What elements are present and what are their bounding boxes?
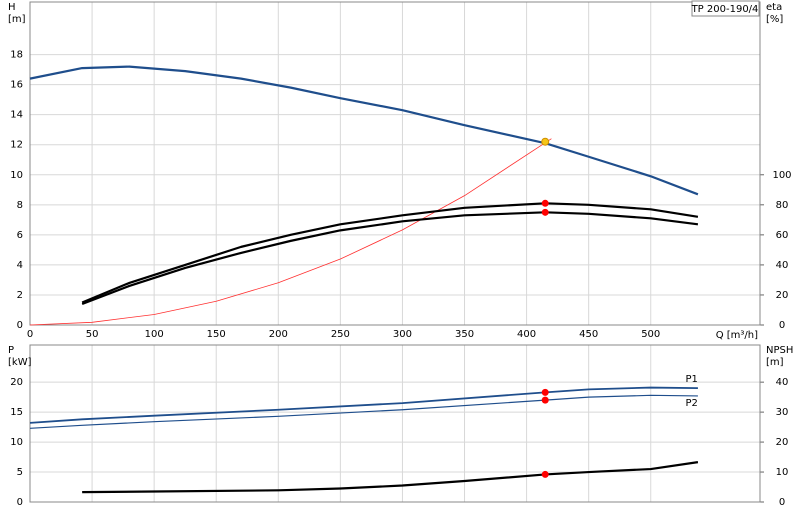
series-line: [29, 65, 699, 196]
x-tick-label: 300: [393, 329, 412, 340]
y2-tick-label: 10: [776, 467, 789, 478]
y2-tick-label: 40: [776, 377, 789, 388]
x-tick-label: 500: [641, 329, 660, 340]
x-tick-label: 200: [269, 329, 288, 340]
operating-point: [541, 388, 549, 396]
series-line: [29, 386, 698, 424]
y2-tick-label: 30: [776, 407, 789, 418]
plot-frame: [29, 344, 761, 503]
series-line: [29, 138, 552, 326]
series-label: P1: [686, 374, 698, 385]
y2-tick-label: 40: [776, 260, 789, 271]
y-tick-label: 0: [17, 497, 23, 508]
y-axis-label: H: [8, 2, 16, 13]
y2-axis-label: eta: [766, 2, 782, 13]
x-tick-label: 50: [86, 329, 99, 340]
y-tick-label: 20: [10, 377, 23, 388]
y2-tick-label: 0: [779, 320, 785, 331]
series-line: [82, 461, 699, 494]
y-tick-label: 16: [10, 80, 23, 91]
y-axis-label: P: [8, 345, 14, 356]
y2-axis-unit: [m]: [766, 357, 784, 368]
y2-tick-label: 0: [779, 497, 785, 508]
y2-tick-label: 20: [776, 290, 789, 301]
y2-tick-label: 100: [772, 170, 791, 181]
series-label: P2: [686, 398, 698, 409]
x-tick-label: 100: [145, 329, 164, 340]
x-tick-label: 350: [455, 329, 474, 340]
x-tick-label: 400: [517, 329, 536, 340]
y-axis-unit: [kW]: [8, 357, 32, 368]
series-line: [81, 211, 699, 305]
y2-tick-label: 60: [776, 230, 789, 241]
y-axis-unit: [m]: [8, 14, 26, 25]
y2-tick-label: 20: [776, 437, 789, 448]
operating-point: [541, 137, 550, 146]
plot-frame: [29, 1, 761, 326]
x-tick-label: 250: [331, 329, 350, 340]
chart-title: TP 200-190/4: [691, 4, 759, 15]
y-tick-label: 5: [17, 467, 23, 478]
y-tick-label: 4: [17, 260, 23, 271]
operating-point: [541, 199, 549, 207]
y-tick-label: 0: [17, 320, 23, 331]
y-tick-label: 14: [10, 110, 23, 121]
y-tick-label: 6: [17, 230, 23, 241]
series-line: [81, 202, 699, 304]
y-tick-label: 2: [17, 290, 23, 301]
series-line: [29, 394, 698, 429]
y-tick-label: 18: [10, 50, 23, 61]
operating-point: [541, 396, 549, 404]
y-tick-label: 15: [10, 407, 23, 418]
x-axis-label: Q [m³/h]: [716, 330, 758, 341]
y-tick-label: 10: [10, 170, 23, 181]
operating-point: [541, 208, 549, 216]
x-tick-label: 0: [27, 329, 33, 340]
x-tick-label: 450: [579, 329, 598, 340]
y-tick-label: 10: [10, 437, 23, 448]
y2-tick-label: 80: [776, 200, 789, 211]
operating-point: [541, 470, 549, 478]
title-box: [691, 0, 760, 17]
y-tick-label: 12: [10, 140, 23, 151]
y-tick-label: 8: [17, 200, 23, 211]
y2-axis-label: NPSH: [766, 345, 793, 356]
x-tick-label: 150: [207, 329, 226, 340]
y2-axis-unit: [%]: [766, 14, 783, 25]
